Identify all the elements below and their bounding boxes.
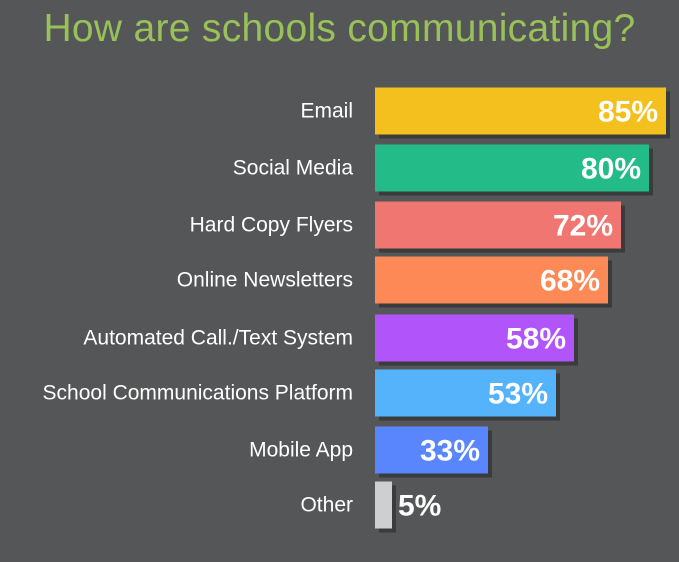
category-label-6: Mobile App bbox=[249, 439, 353, 462]
bar-7 bbox=[375, 481, 392, 529]
bar-3 bbox=[375, 256, 608, 304]
value-label-3: 68% bbox=[540, 265, 600, 298]
value-label-4: 58% bbox=[506, 323, 566, 356]
value-label-0: 85% bbox=[598, 96, 658, 129]
bar-6 bbox=[375, 426, 488, 474]
value-label-1: 80% bbox=[581, 153, 641, 186]
category-label-1: Social Media bbox=[233, 157, 354, 180]
bar-4 bbox=[375, 314, 574, 362]
category-label-7: Other bbox=[300, 494, 353, 517]
bar-1 bbox=[375, 144, 649, 192]
bar-2 bbox=[375, 201, 621, 249]
value-label-7: 5% bbox=[398, 490, 441, 523]
value-label-5: 53% bbox=[488, 378, 548, 411]
category-label-0: Email bbox=[300, 100, 353, 123]
chart-title: How are schools communicating? bbox=[43, 7, 636, 50]
bar-0 bbox=[375, 87, 666, 135]
bar-5 bbox=[375, 369, 556, 417]
category-label-2: Hard Copy Flyers bbox=[190, 214, 353, 237]
value-label-6: 33% bbox=[420, 435, 480, 468]
bars-layer: Email 85% Social Media 80% Hard Copy Flyers 7… bbox=[43, 87, 670, 533]
category-label-5: School Communications Platform bbox=[43, 382, 353, 405]
value-label-2: 72% bbox=[553, 210, 613, 243]
category-label-3: Online Newsletters bbox=[177, 269, 353, 292]
category-label-4: Automated Call./Text System bbox=[83, 327, 353, 350]
